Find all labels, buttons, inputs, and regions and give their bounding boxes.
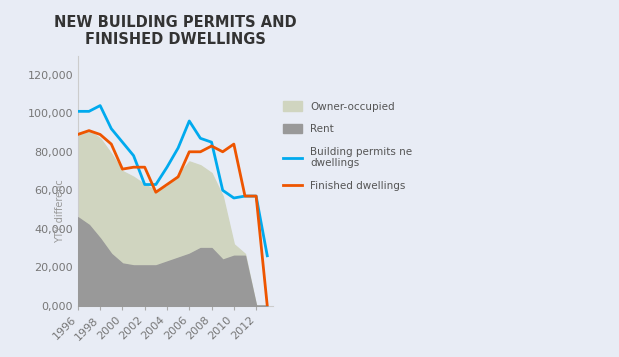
- Text: YTY differenc: YTY differenc: [55, 179, 66, 243]
- Title: NEW BUILDING PERMITS AND
FINISHED DWELLINGS: NEW BUILDING PERMITS AND FINISHED DWELLI…: [54, 15, 297, 47]
- Legend: Owner-occupied, Rent, Building permits ne
dwellings, Finished dwellings: Owner-occupied, Rent, Building permits n…: [280, 98, 415, 194]
